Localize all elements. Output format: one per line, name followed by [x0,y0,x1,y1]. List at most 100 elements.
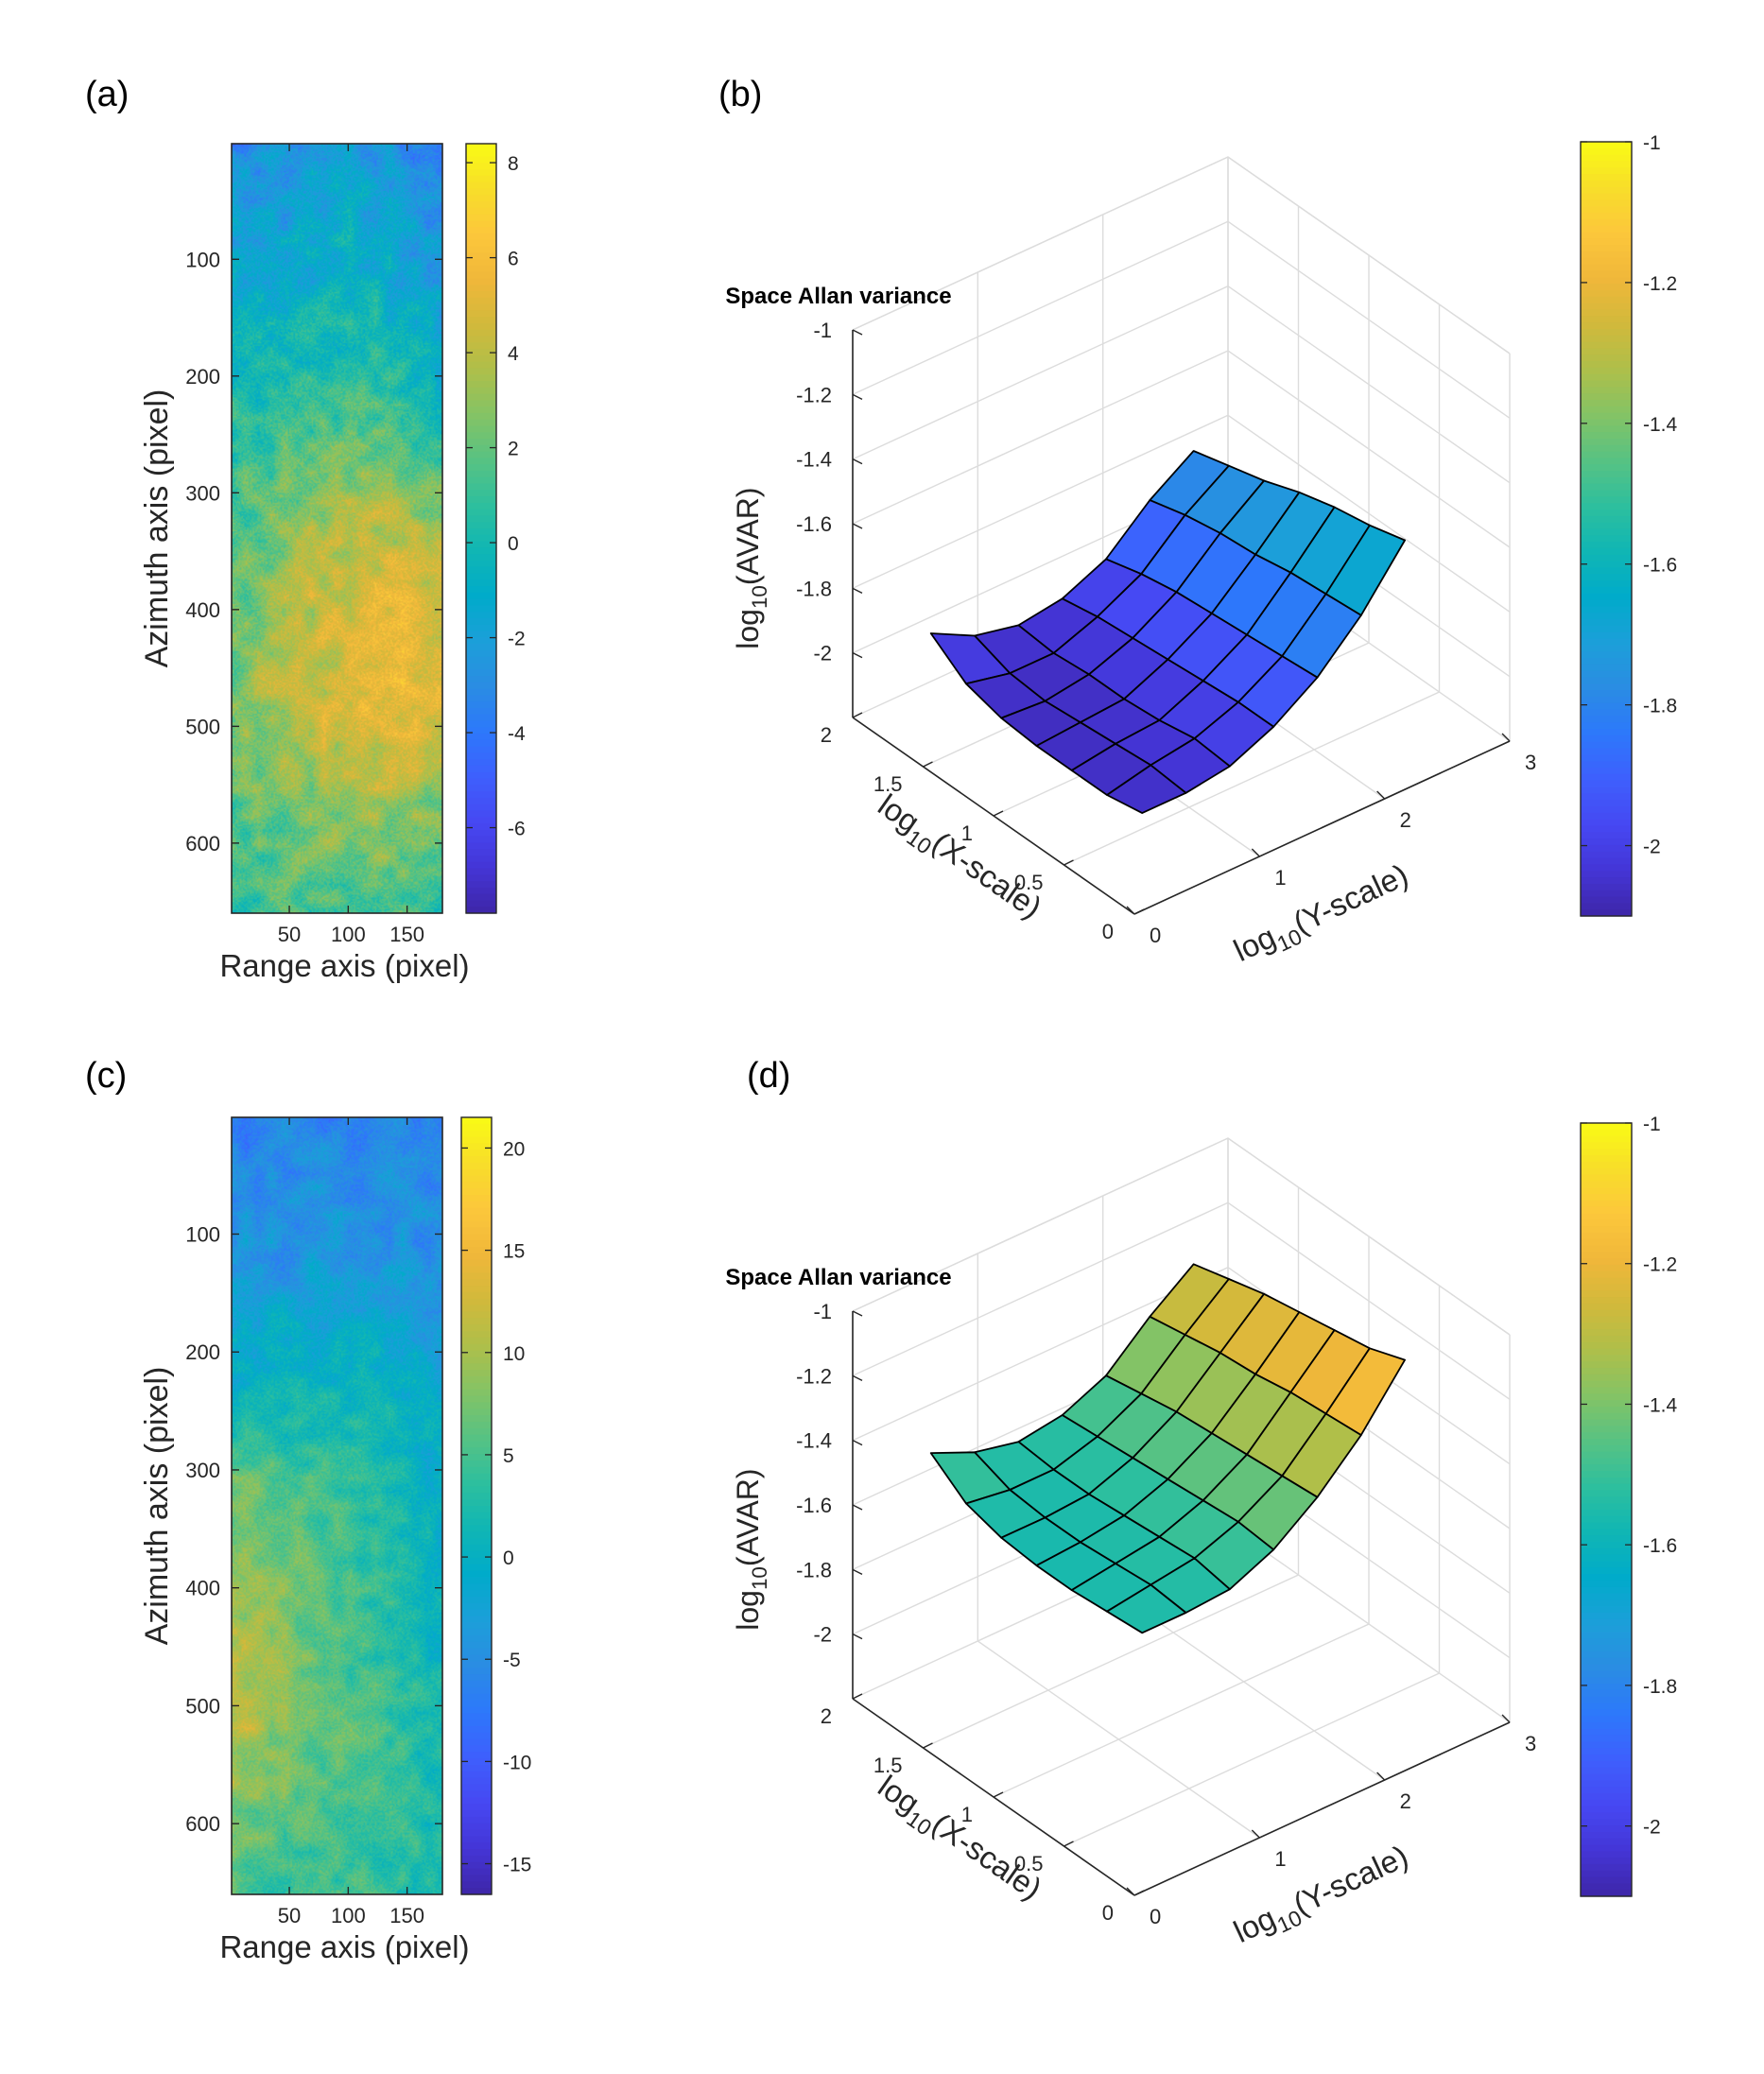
z-tick [852,652,863,659]
colorbar-segment [466,617,496,626]
colorbar-segment [1581,341,1632,349]
colorbar-segment [1581,651,1632,659]
colorbar-segment [1581,1657,1632,1666]
colorbar-segment [1581,361,1632,369]
colorbar-segment [1581,1696,1632,1704]
colorbar-segment [461,1745,492,1753]
colorbar-segment [1581,1819,1632,1826]
colorbar-segment [466,476,496,485]
colorbar-segment [461,1188,492,1196]
colorbar-segment [461,1447,492,1455]
colorbar-segment [461,1616,492,1623]
colorbar-segment [1581,1529,1632,1536]
heatmap-image [232,144,442,913]
colorbar-segment [1581,425,1632,433]
x-tick [1133,908,1145,915]
colorbar-segment [466,368,496,375]
x-tick [993,810,1004,817]
colorbar-segment [1581,631,1632,640]
colorbar-segment [461,1266,492,1273]
colorbar-segment [1581,1689,1632,1698]
colorbar-segment [461,1318,492,1325]
colorbar-segment [461,1162,492,1170]
colorbar-segment [1581,142,1632,149]
colorbar-segment [461,1570,492,1578]
colorbar-segment [1581,1167,1632,1176]
x-tick-label: 0 [1102,920,1114,943]
colorbar-segment [461,1629,492,1636]
colorbar-segment [466,759,496,767]
colorbar-segment [1581,1716,1632,1723]
colorbar: 8 6 4 2 0 -2 -4 -6 [465,143,526,914]
y-tick-label: 2 [1400,808,1411,832]
z-axis-label: log10(AVAR) [731,487,771,648]
colorbar-segment [461,1654,492,1662]
colorbar-segment [461,1700,492,1707]
colorbar-segment [1581,1599,1632,1607]
x-tick [1133,1890,1145,1896]
colorbar-segment [1581,1870,1632,1878]
colorbar-segment [466,380,496,389]
colorbar-segment [1581,354,1632,362]
colorbar-segment [461,1525,492,1532]
y-tick-label: 1 [1274,866,1286,890]
colorbar-segment [466,893,496,902]
x-tick-label: 150 [389,1904,424,1927]
colorbar-segment [466,541,496,548]
colorbar-segment [1581,832,1632,839]
y-tick-label: 0 [1150,1905,1161,1928]
colorbar-segment [466,586,496,594]
colorbar-segment [1581,1515,1632,1524]
colorbar-segment [1581,1368,1632,1375]
colorbar-segment [461,1337,492,1345]
colorbar-segment [466,669,496,677]
colorbar-segment [1581,1355,1632,1362]
colorbar-segment [466,227,496,234]
colorbar-segment [461,1350,492,1358]
heatmap-image [232,1117,442,1894]
top-gridline [852,156,1511,354]
colorbar-segment [461,1668,492,1675]
colorbar-segment [461,1291,492,1300]
colorbar-segment [461,1156,492,1164]
colorbar-segment [1581,1792,1632,1801]
colorbar-segment [461,1875,492,1882]
colorbar-segment [466,881,496,889]
y-tick-label: 500 [185,715,220,738]
colorbar-segment [466,439,496,446]
colorbar-segment [461,1849,492,1857]
y-tick-label: 400 [185,1577,220,1600]
colorbar-segment [1581,270,1632,278]
colorbar-segment [466,560,496,568]
colorbar-frame [1580,141,1633,917]
colorbar-segment [1581,515,1632,524]
y-tick-label: 200 [185,1340,220,1364]
colorbar-segment [461,1771,492,1779]
colorbar-segment [461,1220,492,1229]
colorbar-segment [1581,580,1632,588]
colorbar-segment [1581,1709,1632,1717]
colorbar-segment [461,1305,492,1313]
colorbar-segment [1581,819,1632,827]
colorbar-segment [1581,1625,1632,1633]
colorbar-segment [466,528,496,536]
colorbar-segment [1581,1773,1632,1781]
colorbar: -1 -1.2 -1.4 -1.6 -1.8 -2 [1580,132,1678,917]
colorbar-segment [461,1888,492,1895]
colorbar-segment [466,752,496,760]
colorbar-segment [1581,1290,1632,1298]
colorbar-segment [1581,1444,1632,1453]
colorbar-segment [466,624,496,632]
colorbar-segment [461,1823,492,1831]
colorbar-segment [1581,167,1632,175]
colorbar-segment [466,592,496,600]
colorbar-segment [1581,1297,1632,1305]
colorbar-tick-label: -5 [503,1650,521,1671]
z-tick [852,1504,863,1511]
colorbar-segment [1581,451,1632,459]
z-tick [852,523,863,529]
colorbar-segment [1581,1876,1632,1884]
colorbar-segment [461,1583,492,1591]
colorbar-segment [1581,871,1632,878]
